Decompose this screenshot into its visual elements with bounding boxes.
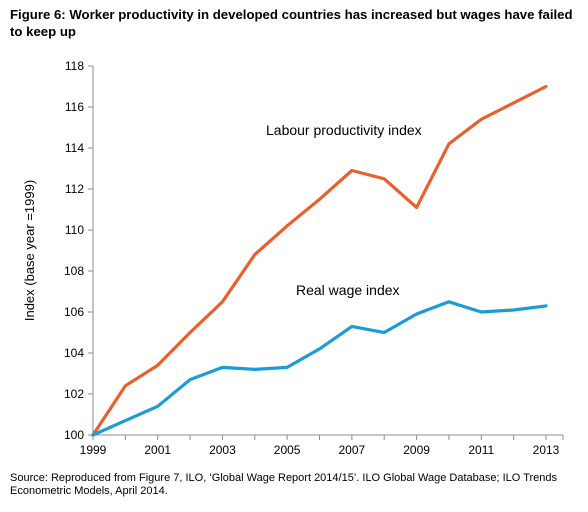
y-tick-label: 100 — [64, 428, 84, 442]
x-tick-label: 2001 — [144, 443, 171, 457]
y-tick-label: 114 — [65, 141, 84, 155]
y-axis-label: Index (base year =1999) — [22, 180, 37, 321]
y-tick-label: 112 — [65, 182, 84, 196]
chart-title: Figure 6: Worker productivity in develop… — [10, 7, 573, 39]
axes: 100 102 104 106 108 110 112 114 116 118 1999 2001 20… — [22, 59, 564, 457]
y-tick-label: 106 — [64, 305, 84, 319]
y-tick-label: 110 — [65, 223, 84, 237]
y-tick-label: 116 — [65, 100, 84, 114]
y-tick-label: 104 — [64, 346, 84, 360]
x-tick-label: 2003 — [209, 443, 236, 457]
y-tick-label: 108 — [64, 264, 84, 278]
x-tick-label: 2005 — [274, 443, 301, 457]
series-line-real-wage — [91, 300, 548, 437]
annotation-real-wage: Real wage index — [296, 282, 400, 298]
x-tick-label: 1999 — [80, 443, 107, 457]
x-tick-label: 2011 — [468, 443, 494, 457]
label-group: Labour productivity index Real wage index — [266, 122, 422, 298]
annotation-labour-productivity: Labour productivity index — [266, 122, 422, 138]
y-tick-label: 102 — [64, 387, 84, 401]
x-tick-label: 2007 — [339, 443, 366, 457]
y-tick-label: 118 — [65, 59, 84, 73]
series-line-labour-productivity — [91, 84, 548, 437]
source-note: Source: Reproduced from Figure 7, ILO, ‘… — [10, 472, 558, 497]
x-tick-label: 2013 — [533, 443, 560, 457]
series-group — [91, 84, 548, 437]
x-tick-label: 2009 — [403, 443, 430, 457]
